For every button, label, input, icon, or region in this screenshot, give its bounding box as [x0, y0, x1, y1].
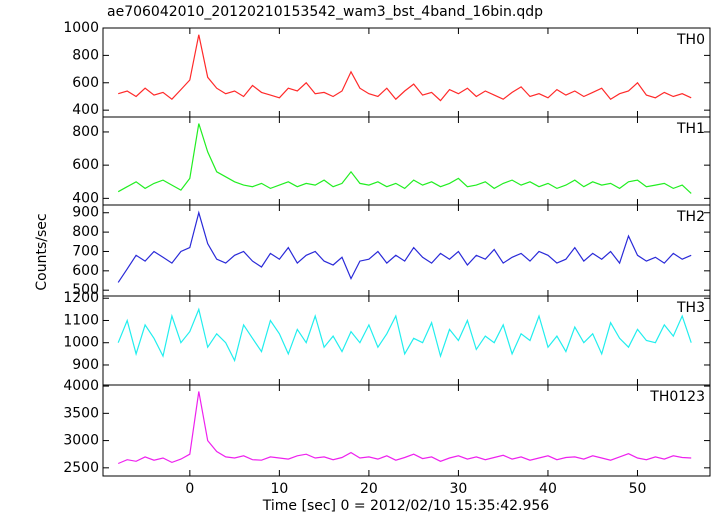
data-line	[118, 34, 692, 102]
y-tick-label: 500	[72, 282, 99, 298]
legend-label: TH3	[676, 300, 705, 316]
panel-frame	[102, 384, 711, 477]
panel-frame	[102, 116, 711, 206]
y-tick-label: 400	[72, 102, 99, 118]
x-axis-label: Time [sec] 0 = 2012/02/10 15:35:42.956	[262, 498, 550, 514]
x-tick-label: 10	[270, 481, 288, 497]
data-line	[117, 391, 692, 465]
y-tick-label: 1200	[63, 290, 99, 306]
legend-label: TH0	[676, 32, 705, 48]
y-tick-label: 800	[72, 47, 99, 63]
y-tick-label: 800	[72, 124, 99, 140]
x-tick-label: 50	[629, 481, 647, 497]
data-line	[117, 210, 692, 283]
y-tick-label: 1000	[63, 20, 99, 36]
y-tick-label: 900	[72, 357, 99, 373]
y-tick-label: 3000	[63, 433, 99, 449]
y-tick-label: 900	[72, 205, 99, 221]
y-tick-label: 600	[72, 157, 99, 173]
legend-label: TH1	[676, 121, 705, 137]
panel-frame	[102, 295, 711, 386]
y-tick-label: 2500	[63, 460, 99, 476]
y-tick-label: 3500	[63, 405, 99, 421]
data-line	[117, 307, 692, 363]
data-line	[117, 123, 692, 194]
y-tick-label: 700	[72, 243, 99, 259]
y-tick-label: 600	[72, 75, 99, 91]
x-tick-label: 30	[450, 481, 468, 497]
y-tick-label: 600	[72, 263, 99, 279]
y-tick-label: 800	[72, 224, 99, 240]
x-tick-label: 20	[360, 481, 378, 497]
legend-label: TH2	[676, 209, 705, 225]
x-tick-label: 40	[539, 481, 557, 497]
y-tick-label: 1000	[63, 335, 99, 351]
chart-title: ae706042010_20120210153542_wam3_bst_4ban…	[107, 4, 543, 20]
x-tick-label: 0	[185, 481, 194, 497]
panel-frame	[102, 204, 711, 297]
legend-label: TH0123	[649, 389, 705, 405]
y-tick-label: 1100	[63, 312, 99, 328]
y-tick-label: 400	[72, 190, 99, 206]
panel-frame	[102, 27, 711, 118]
y-axis-label: Counts/sec	[34, 213, 50, 290]
y-tick-label: 4000	[63, 378, 99, 394]
